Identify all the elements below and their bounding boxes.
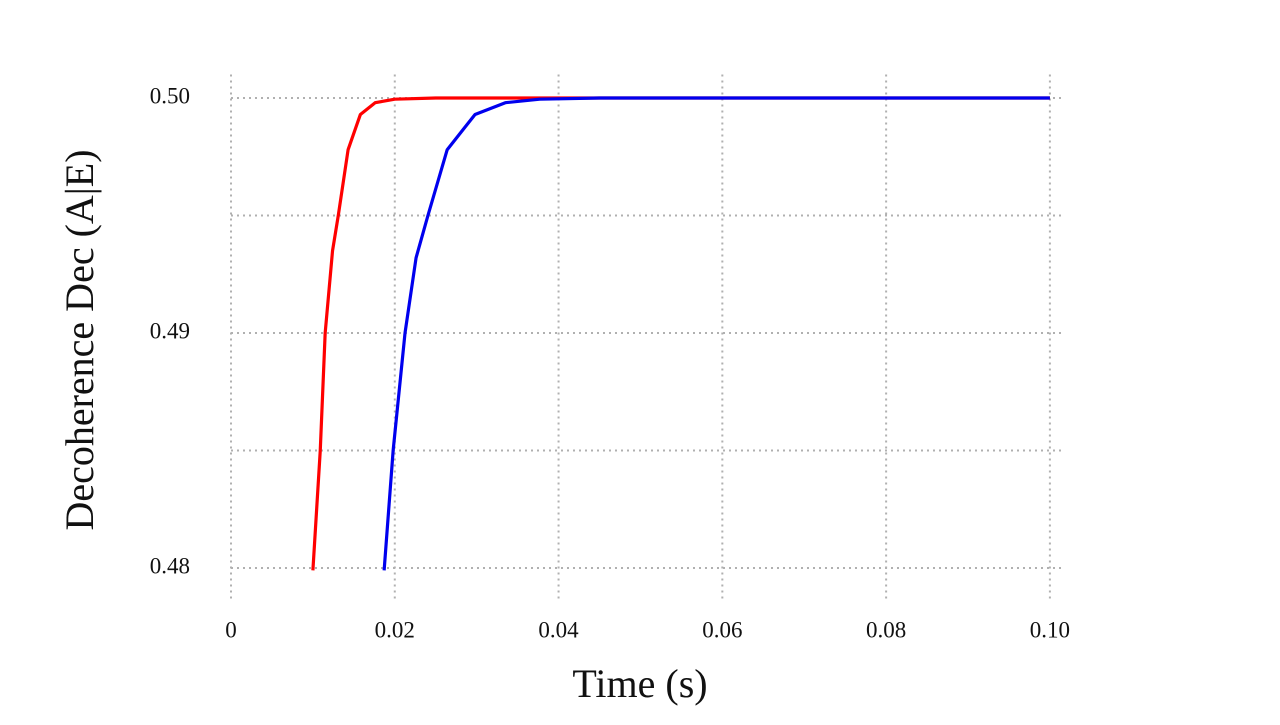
x-tick-label: 0 [225, 617, 237, 642]
data-line [311, 96, 1050, 571]
x-tick-label: 0.02 [375, 617, 415, 642]
y-tick-label: 0.49 [150, 318, 190, 343]
x-tick-label: 0.04 [538, 617, 579, 642]
y-tick-label: 0.50 [150, 83, 190, 108]
x-tick-label: 0.08 [866, 617, 906, 642]
y-tick-label: 0.48 [150, 553, 190, 578]
x-tick-label: 0.06 [702, 617, 742, 642]
y-axis-title: Decoherence Dec (A|E) [57, 149, 102, 530]
x-axis-title: Time (s) [572, 661, 707, 706]
x-tick-label: 0.10 [1030, 617, 1070, 642]
data-line [382, 96, 1050, 571]
